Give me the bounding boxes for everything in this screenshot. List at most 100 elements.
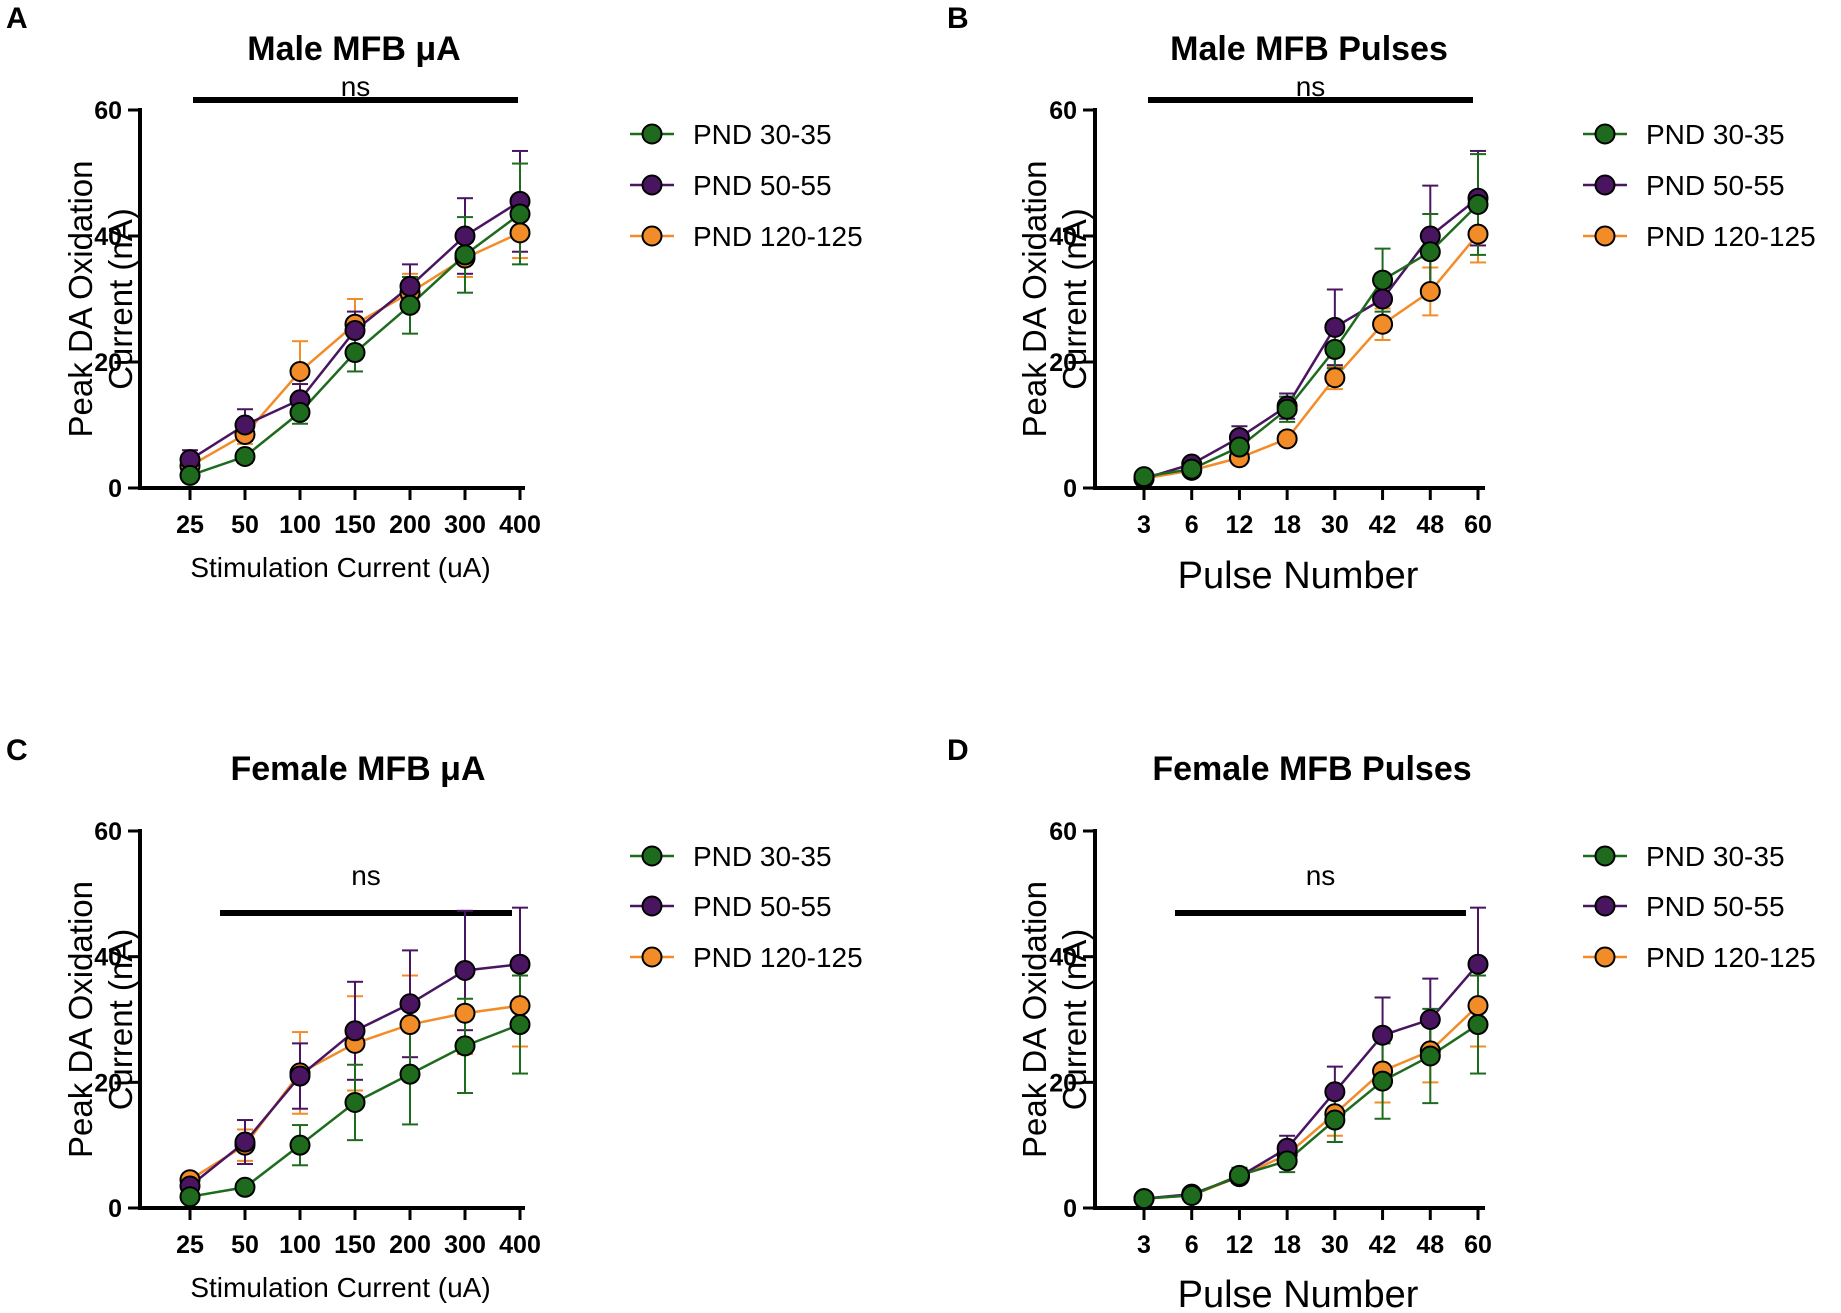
series-pnd-120-125 [1136,963,1486,1203]
x-tick-label: 42 [1369,511,1397,539]
legend-marker [641,225,663,247]
x-tick-label: 50 [231,1231,259,1259]
data-point [1419,241,1441,263]
y-tick-label: 0 [1063,475,1077,503]
data-point [179,464,201,486]
legend-marker [1594,174,1616,196]
y-tick-label: 40 [94,944,122,972]
data-point [509,953,531,975]
legend-item: PND 50-55 [1583,891,1785,922]
panel-letter-a: A [6,2,28,35]
y-axis-label: Peak DA OxidationCurrent (nA) [62,161,139,438]
legend-item: PND 50-55 [1583,170,1785,201]
data-point [1419,280,1441,302]
data-point [1467,1014,1489,1036]
x-tick-label: 48 [1416,1231,1444,1259]
legend-item: PND 50-55 [630,891,832,922]
data-point [1467,995,1489,1017]
x-tick-label: 12 [1226,511,1254,539]
data-point [289,1134,311,1156]
series-pnd-30-35 [1136,153,1486,481]
significance-label: ns [341,71,371,102]
x-axis-label: Pulse Number [1178,555,1419,597]
legend-item: PND 30-35 [630,841,832,872]
data-point [1276,428,1298,450]
data-point [1372,313,1394,335]
data-point [1372,1024,1394,1046]
x-tick-label: 48 [1416,511,1444,539]
y-tick-label: 40 [1049,223,1077,251]
plot-area-a: 0 20 40 60 25 50 100 150 200 300 400 Stimulation Cu… [62,71,541,583]
y-axis-label-line: Peak DA Oxidation [62,161,99,438]
chart-title-c: Female MFB μA [230,750,485,788]
data-point [344,1091,366,1113]
panel-letter-d: D [947,734,969,767]
legend-marker [1594,123,1616,145]
x-tick-label: 12 [1226,1231,1254,1259]
data-point [1467,223,1489,245]
legend-item: PND 30-35 [1583,119,1785,150]
data-point [509,222,531,244]
data-point [344,1020,366,1042]
y-axis-label-line: Current (nA) [102,208,139,390]
data-point [1324,367,1346,389]
x-axis-label: Stimulation Current (uA) [190,552,490,583]
x-tick-label: 25 [176,1231,204,1259]
panel-letter-c: C [6,734,28,767]
data-point [234,446,256,467]
y-axis-label-line: Peak DA Oxidation [62,881,99,1158]
data-point [1467,953,1489,975]
data-point [509,1014,531,1036]
x-tick-label: 60 [1464,1231,1492,1259]
x-tick-label: 100 [279,1231,321,1259]
legend-item: PND 30-35 [630,119,832,150]
legend-item: PND 50-55 [630,170,832,201]
data-point [1228,1164,1250,1186]
legend-marker [1594,225,1616,247]
legend-marker [1594,895,1616,917]
y-tick-label: 0 [108,1195,122,1223]
legend-item: PND 120-125 [630,221,863,252]
legend-label: PND 120-125 [1646,221,1816,252]
data-point [289,1065,311,1087]
chart-title-b: Male MFB Pulses [1170,30,1448,68]
significance-label: ns [1296,71,1326,102]
data-point [344,320,366,341]
x-tick-label: 400 [499,1231,541,1259]
y-tick-label: 0 [1063,1195,1077,1223]
x-tick-label: 18 [1273,1231,1301,1259]
data-point [1324,1081,1346,1103]
data-point [1181,458,1203,480]
legend-label: PND 30-35 [693,841,832,872]
data-point [289,401,311,423]
x-tick-label: 25 [176,511,204,539]
data-point [454,959,476,981]
legend-label: PND 120-125 [1646,942,1816,973]
significance-label: ns [351,860,381,891]
data-point [1419,1009,1441,1030]
panel-c: C Female MFB μA 0 20 40 60 25 50 100 150 200 300 4… [6,734,863,1303]
data-point [399,1063,421,1085]
x-tick-label: 300 [444,511,486,539]
y-tick-label: 20 [94,1069,122,1097]
data-point [1228,436,1250,458]
panel-letter-b: B [947,2,969,35]
series-line [1143,233,1479,480]
data-point [454,1002,476,1024]
x-tick-label: 30 [1321,511,1349,539]
x-axis-label: Stimulation Current (uA) [190,1272,490,1303]
legend-marker [641,845,663,867]
x-tick-label: 100 [279,511,321,539]
legend-label: PND 120-125 [693,221,863,252]
legend-marker [1594,845,1616,867]
series-pnd-30-35 [1136,974,1486,1203]
data-point [454,244,476,266]
y-tick-label: 20 [94,349,122,377]
data-point [1372,1070,1394,1092]
x-tick-label: 30 [1321,1231,1349,1259]
y-tick-label: 0 [108,475,122,503]
legend-label: PND 30-35 [693,119,832,150]
